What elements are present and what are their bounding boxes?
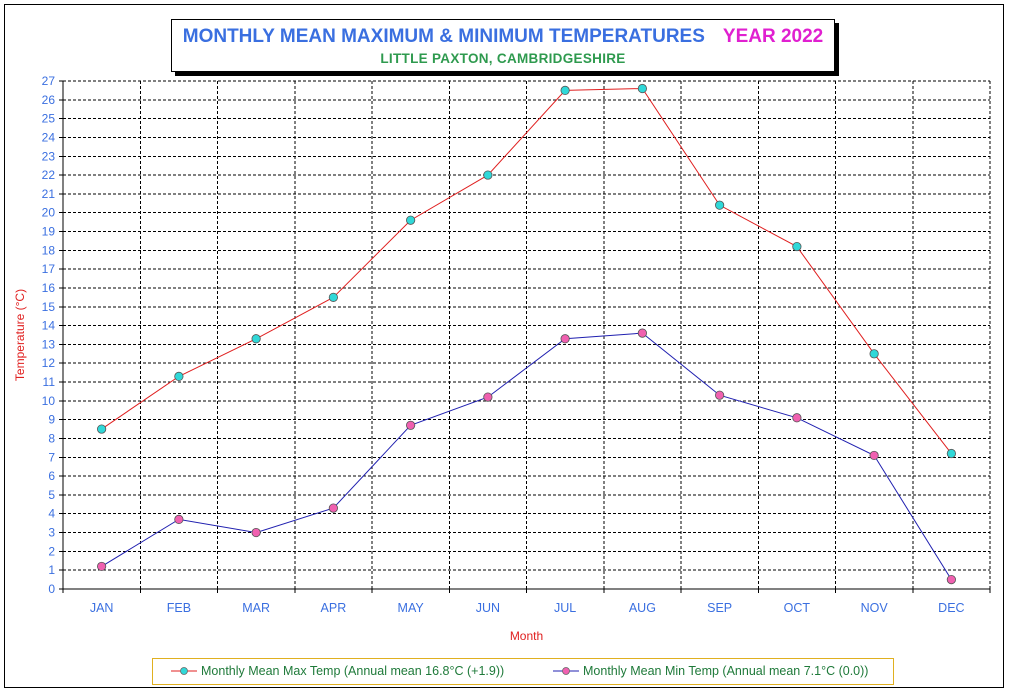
y-tick-label: 2 (48, 544, 55, 558)
x-tick-label: SEP (707, 601, 732, 615)
data-point-min-temp (406, 420, 416, 430)
y-axis-ticks: 0123456789101112131415161718192021222324… (42, 74, 63, 596)
legend-swatch-max (171, 667, 197, 675)
title-box: MONTHLY MEAN MAXIMUM & MINIMUM TEMPERATU… (171, 19, 835, 72)
data-point-max-temp (869, 349, 879, 359)
data-point-min-temp (97, 561, 107, 572)
y-tick-label: 8 (48, 431, 55, 445)
y-tick-label: 10 (42, 394, 56, 408)
series-line-max-temp (101, 88, 952, 454)
data-point-max-temp (715, 200, 725, 210)
y-tick-label: 9 (48, 413, 55, 427)
x-tick-label: AUG (629, 601, 656, 615)
data-point-min-temp (560, 334, 570, 344)
x-axis-ticks: JAN FEB MAR APR MAY JUN JUL AUG SEP OCT NOV DEC (62, 589, 991, 615)
series-layer (97, 83, 956, 585)
chart-title: MONTHLY MEAN MAXIMUM & MINIMUM TEMPERATU… (172, 26, 834, 48)
y-tick-label: 7 (48, 450, 55, 464)
y-tick-label: 20 (42, 206, 56, 220)
chart-frame (4, 4, 1004, 688)
y-tick-label: 0 (48, 582, 55, 596)
x-tick-label: JUN (476, 601, 500, 615)
y-tick-label: 1 (48, 563, 55, 577)
y-tick-label: 15 (42, 300, 56, 314)
y-tick-label: 27 (42, 74, 56, 88)
y-tick-label: 13 (42, 337, 56, 351)
data-point-min-temp (946, 574, 956, 585)
x-axis-label: Month (510, 629, 543, 643)
data-point-min-temp (715, 390, 725, 400)
data-point-min-temp (251, 527, 261, 538)
data-point-max-temp (483, 170, 493, 180)
y-tick-label: 25 (42, 112, 56, 126)
y-tick-label: 21 (42, 187, 56, 201)
y-tick-label: 6 (48, 469, 55, 483)
data-point-min-temp (792, 413, 802, 423)
x-tick-label: OCT (784, 601, 811, 615)
x-tick-label: APR (321, 601, 347, 615)
y-tick-label: 22 (42, 168, 56, 182)
x-tick-label: JUL (554, 601, 576, 615)
data-point-max-temp (328, 292, 338, 302)
y-tick-label: 14 (42, 319, 56, 333)
data-point-min-temp (328, 503, 338, 513)
data-point-max-temp (792, 241, 802, 252)
legend-swatch-min (553, 667, 579, 675)
data-point-min-temp (637, 328, 647, 338)
x-tick-label: MAR (242, 601, 270, 615)
legend-label-max: Monthly Mean Max Temp (Annual mean 16.8°… (201, 664, 505, 678)
y-tick-label: 16 (42, 281, 56, 295)
y-tick-label: 11 (43, 375, 56, 389)
y-tick-label: 19 (42, 225, 56, 239)
data-point-max-temp (946, 448, 956, 459)
y-tick-label: 24 (42, 130, 56, 144)
data-point-max-temp (560, 85, 570, 96)
y-tick-label: 17 (42, 262, 56, 276)
y-tick-label: 3 (48, 526, 55, 540)
legend-item-min: Monthly Mean Min Temp (Annual mean 7.1°C… (553, 664, 868, 678)
data-point-max-temp (406, 215, 416, 225)
y-tick-label: 5 (48, 488, 55, 502)
data-point-max-temp (637, 83, 647, 94)
title-main: MONTHLY MEAN MAXIMUM & MINIMUM TEMPERATU… (182, 26, 705, 47)
data-point-max-temp (251, 334, 261, 344)
y-tick-label: 23 (42, 149, 56, 163)
y-tick-label: 26 (42, 93, 56, 107)
x-tick-label: FEB (167, 601, 191, 615)
chart-subtitle: LITTLE PAXTON, CAMBRIDGESHIRE (380, 51, 626, 66)
x-tick-label: JAN (90, 601, 114, 615)
x-tick-label: MAY (398, 601, 425, 615)
data-point-max-temp (97, 424, 107, 434)
grid (63, 80, 991, 589)
data-point-max-temp (174, 371, 184, 381)
y-tick-label: 18 (42, 243, 56, 257)
x-tick-label: DEC (938, 601, 964, 615)
y-axis-label: Temperature (°C) (13, 289, 27, 381)
y-tick-label: 4 (48, 507, 55, 521)
data-point-min-temp (483, 392, 493, 402)
title-year: YEAR 2022 (722, 26, 824, 47)
legend-item-max: Monthly Mean Max Temp (Annual mean 16.8°… (171, 664, 504, 678)
data-point-min-temp (174, 514, 184, 524)
y-tick-label: 12 (42, 356, 56, 370)
x-tick-label: NOV (861, 601, 889, 615)
data-point-min-temp (869, 450, 879, 461)
legend: Monthly Mean Max Temp (Annual mean 16.8°… (152, 658, 894, 685)
series-line-min-temp (101, 332, 952, 580)
legend-label-min: Monthly Mean Min Temp (Annual mean 7.1°C… (583, 664, 869, 678)
